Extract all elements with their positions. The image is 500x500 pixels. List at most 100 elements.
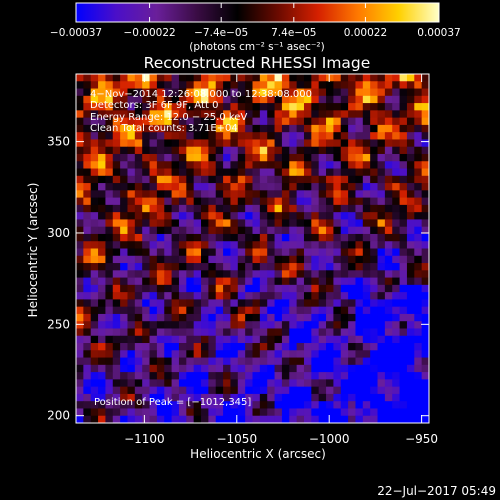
heatmap-pixel bbox=[90, 328, 99, 337]
heatmap-pixel bbox=[296, 88, 305, 97]
heatmap-pixel bbox=[134, 153, 143, 162]
heatmap-pixel bbox=[296, 277, 305, 286]
heatmap-pixel bbox=[311, 386, 320, 395]
heatmap-pixel bbox=[208, 161, 217, 169]
heatmap-pixel bbox=[355, 299, 364, 308]
heatmap-pixel bbox=[281, 88, 290, 97]
heatmap-pixel bbox=[134, 364, 143, 373]
heatmap-pixel bbox=[112, 393, 121, 402]
heatmap-pixel bbox=[421, 161, 429, 169]
heatmap-pixel bbox=[230, 88, 239, 97]
heatmap-pixel bbox=[296, 386, 305, 395]
heatmap-pixel bbox=[215, 299, 224, 308]
heatmap-pixel bbox=[318, 372, 327, 380]
heatmap-pixel bbox=[215, 139, 224, 148]
heatmap-pixel bbox=[252, 401, 261, 409]
heatmap-pixel bbox=[259, 299, 268, 308]
heatmap-pixel bbox=[120, 241, 128, 249]
heatmap-pixel bbox=[340, 226, 349, 235]
heatmap-pixel bbox=[355, 168, 364, 177]
heatmap-pixel bbox=[252, 190, 261, 198]
heatmap-pixel bbox=[201, 393, 209, 402]
heatmap-pixel bbox=[384, 335, 393, 344]
heatmap-pixel bbox=[230, 335, 239, 344]
heatmap-pixel bbox=[134, 393, 143, 402]
heatmap-pixel bbox=[421, 110, 429, 119]
heatmap-pixel bbox=[296, 357, 305, 366]
heatmap-pixel bbox=[281, 292, 290, 300]
heatmap-pixel bbox=[223, 117, 231, 126]
heatmap-pixel bbox=[149, 197, 158, 206]
heatmap-pixel bbox=[384, 357, 393, 366]
heatmap-pixel bbox=[105, 124, 114, 133]
heatmap-pixel bbox=[274, 168, 283, 177]
heatmap-pixel bbox=[245, 81, 253, 89]
heatmap-pixel bbox=[164, 212, 172, 220]
heatmap-pixel bbox=[164, 335, 172, 344]
heatmap-pixel bbox=[112, 350, 121, 358]
heatmap-pixel bbox=[326, 153, 334, 162]
heatmap-pixel bbox=[355, 328, 364, 337]
heatmap-pixel bbox=[134, 168, 143, 177]
heatmap-pixel bbox=[149, 350, 158, 358]
heatmap-pixel bbox=[134, 350, 143, 358]
heatmap-pixel bbox=[326, 197, 334, 206]
heatmap-pixel bbox=[142, 364, 150, 373]
heatmap-pixel bbox=[281, 110, 290, 119]
heatmap-pixel bbox=[149, 219, 158, 228]
heatmap-pixel bbox=[296, 81, 305, 89]
heatmap-pixel bbox=[76, 226, 84, 235]
heatmap-pixel bbox=[98, 248, 106, 257]
heatmap-pixel bbox=[399, 190, 408, 198]
heatmap-pixel bbox=[193, 364, 202, 373]
heatmap-pixel bbox=[252, 103, 261, 111]
heatmap-pixel bbox=[303, 161, 312, 169]
heatmap-pixel bbox=[406, 175, 415, 184]
heatmap-pixel bbox=[245, 328, 253, 337]
heatmap-pixel bbox=[149, 277, 158, 286]
heatmap-pixel bbox=[252, 233, 261, 242]
heatmap-pixel bbox=[208, 263, 217, 271]
heatmap-pixel bbox=[171, 393, 180, 402]
heatmap-pixel bbox=[259, 139, 268, 148]
heatmap-pixel bbox=[83, 81, 92, 89]
heatmap-pixel bbox=[215, 74, 224, 82]
heatmap-pixel bbox=[208, 284, 217, 293]
heatmap-pixel bbox=[112, 233, 121, 242]
heatmap-pixel bbox=[149, 343, 158, 351]
heatmap-pixel bbox=[421, 321, 429, 329]
heatmap-pixel bbox=[127, 139, 136, 148]
heatmap-pixel bbox=[355, 139, 364, 148]
heatmap-pixel bbox=[76, 321, 84, 329]
heatmap-pixel bbox=[171, 335, 180, 344]
heatmap-pixel bbox=[326, 328, 334, 337]
heatmap-pixel bbox=[326, 74, 334, 82]
heatmap-pixel bbox=[296, 139, 305, 148]
heatmap-pixel bbox=[230, 401, 239, 409]
heatmap-pixel bbox=[326, 183, 334, 191]
heatmap-pixel bbox=[245, 255, 253, 264]
heatmap-pixel bbox=[362, 393, 371, 402]
heatmap-pixel bbox=[201, 408, 209, 417]
heatmap-pixel bbox=[377, 124, 386, 133]
heatmap-pixel bbox=[333, 175, 342, 184]
heatmap-pixel bbox=[370, 277, 378, 286]
heatmap-pixel bbox=[83, 328, 92, 337]
heatmap-pixel bbox=[392, 408, 400, 417]
heatmap-pixel bbox=[112, 306, 121, 315]
heatmap-pixel bbox=[340, 292, 349, 300]
heatmap-pixel bbox=[142, 386, 150, 395]
heatmap-pixel bbox=[333, 306, 342, 315]
heatmap-pixel bbox=[281, 277, 290, 286]
heatmap-pixel bbox=[134, 321, 143, 329]
heatmap-pixel bbox=[215, 168, 224, 177]
heatmap-pixel bbox=[105, 175, 114, 184]
heatmap-pixel bbox=[289, 153, 298, 162]
heatmap-pixel bbox=[178, 372, 187, 380]
heatmap-pixel bbox=[348, 117, 356, 126]
heatmap-pixel bbox=[83, 204, 92, 213]
heatmap-pixel bbox=[377, 95, 386, 104]
heatmap-pixel bbox=[186, 328, 195, 337]
heatmap-pixel bbox=[193, 175, 202, 184]
heatmap-pixel bbox=[178, 350, 187, 358]
